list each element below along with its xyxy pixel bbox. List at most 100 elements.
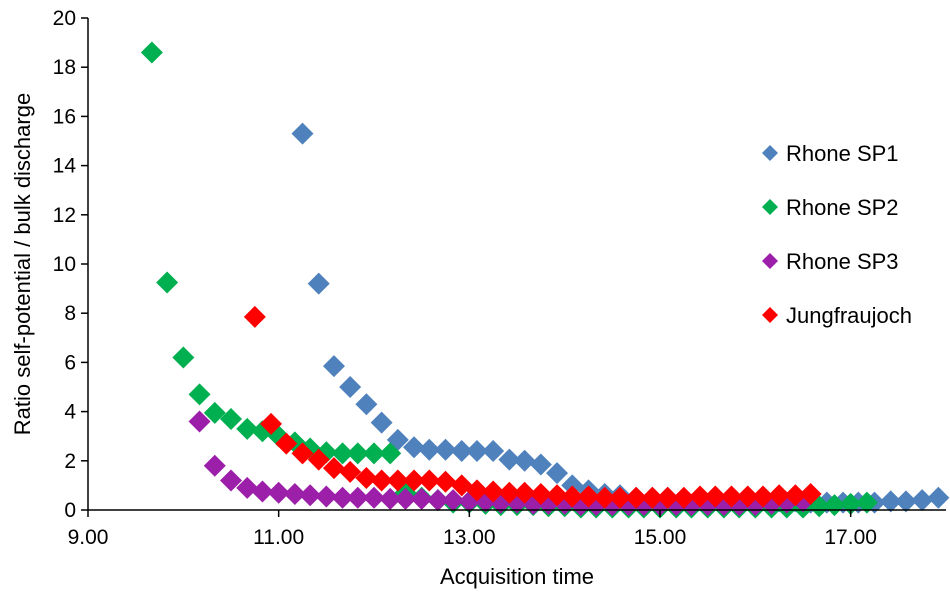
data-point — [322, 355, 345, 378]
data-point — [894, 490, 917, 513]
data-point — [299, 484, 322, 507]
data-point — [482, 439, 505, 462]
data-point — [172, 346, 195, 369]
x-axis-ticks: 9.00 11.00 13.00 15.00 17.00 — [68, 510, 877, 549]
data-point — [426, 489, 449, 512]
x-tick-label: 15.00 — [634, 526, 687, 549]
data-point — [546, 462, 569, 485]
data-point — [267, 481, 290, 504]
x-tick-label: 13.00 — [443, 526, 496, 549]
legend: Rhone SP1 Rhone SP2 Rhone SP3 Jungfraujoch — [762, 141, 912, 328]
legend-marker — [762, 145, 778, 161]
data-point — [561, 474, 584, 497]
y-tick-label: 6 — [64, 351, 76, 374]
data-point — [418, 438, 441, 461]
y-tick-label: 2 — [64, 450, 76, 473]
data-point — [355, 467, 378, 490]
legend-marker — [762, 199, 778, 215]
data-point — [331, 442, 354, 465]
data-point — [625, 486, 648, 509]
data-point — [465, 439, 488, 462]
data-point — [434, 470, 457, 493]
data-point — [529, 483, 552, 506]
x-tick-label: 11.00 — [253, 526, 304, 549]
y-axis-title: Ratio self-potential / bulk discharge — [10, 93, 35, 435]
data-point — [736, 485, 759, 508]
data-point — [784, 484, 807, 507]
data-point — [346, 486, 369, 509]
data-point — [363, 442, 385, 465]
y-tick-label: 4 — [64, 401, 76, 424]
legend-label: Rhone SP2 — [786, 195, 899, 220]
data-point — [577, 485, 600, 508]
data-point — [855, 491, 878, 514]
data-point — [513, 449, 536, 472]
data-point — [927, 486, 950, 509]
data-point — [751, 485, 774, 508]
data-point — [315, 485, 338, 508]
data-point — [386, 469, 409, 492]
y-tick-label: 0 — [64, 499, 76, 522]
data-point — [465, 479, 488, 502]
y-tick-label: 20 — [53, 7, 76, 30]
data-point — [482, 480, 505, 503]
data-point — [236, 417, 259, 440]
data-point — [498, 448, 521, 471]
data-point — [260, 412, 283, 435]
data-point — [188, 383, 211, 406]
data-point — [641, 486, 664, 509]
data-point — [339, 460, 362, 483]
data-point — [370, 469, 393, 492]
data-point — [251, 480, 274, 503]
data-point — [379, 442, 402, 465]
data-points — [140, 41, 950, 519]
y-tick-label: 8 — [64, 302, 76, 325]
data-point — [363, 486, 385, 509]
series-jungfraujoch — [243, 305, 822, 509]
data-point — [379, 487, 402, 510]
data-point — [410, 487, 433, 510]
data-point — [307, 272, 330, 295]
data-point — [355, 393, 378, 416]
data-point — [236, 476, 259, 499]
data-point — [203, 454, 226, 477]
data-point — [450, 439, 473, 462]
data-point — [339, 376, 362, 398]
data-point — [291, 122, 314, 145]
y-tick-label: 10 — [53, 253, 76, 276]
legend-marker — [762, 307, 778, 323]
data-point — [188, 410, 211, 433]
data-point — [394, 487, 417, 510]
data-point — [879, 490, 902, 513]
data-point — [331, 486, 354, 509]
legend-label: Rhone SP3 — [786, 249, 899, 274]
data-point — [799, 483, 822, 506]
data-point — [442, 489, 465, 512]
data-point — [291, 442, 314, 465]
legend-marker — [762, 253, 778, 269]
data-point — [498, 481, 521, 504]
legend-label: Jungfraujoch — [786, 303, 912, 328]
data-point — [307, 448, 330, 471]
data-point — [768, 484, 791, 507]
data-point — [656, 486, 679, 509]
data-point — [546, 484, 569, 507]
data-point — [220, 407, 242, 430]
data-point — [403, 436, 426, 459]
data-point — [203, 401, 226, 424]
data-point — [418, 469, 441, 492]
data-point — [403, 469, 426, 492]
data-point — [275, 432, 298, 455]
y-axis-ticks: 0 2 4 6 8 10 12 14 16 18 20 — [53, 7, 88, 522]
data-point — [346, 442, 369, 465]
data-point — [823, 494, 846, 517]
data-point — [156, 271, 179, 294]
data-point — [140, 41, 163, 64]
data-point — [593, 486, 616, 509]
data-point — [529, 453, 552, 476]
data-point — [243, 305, 266, 328]
data-point — [672, 486, 695, 509]
data-point — [689, 485, 712, 508]
data-point — [434, 438, 457, 461]
